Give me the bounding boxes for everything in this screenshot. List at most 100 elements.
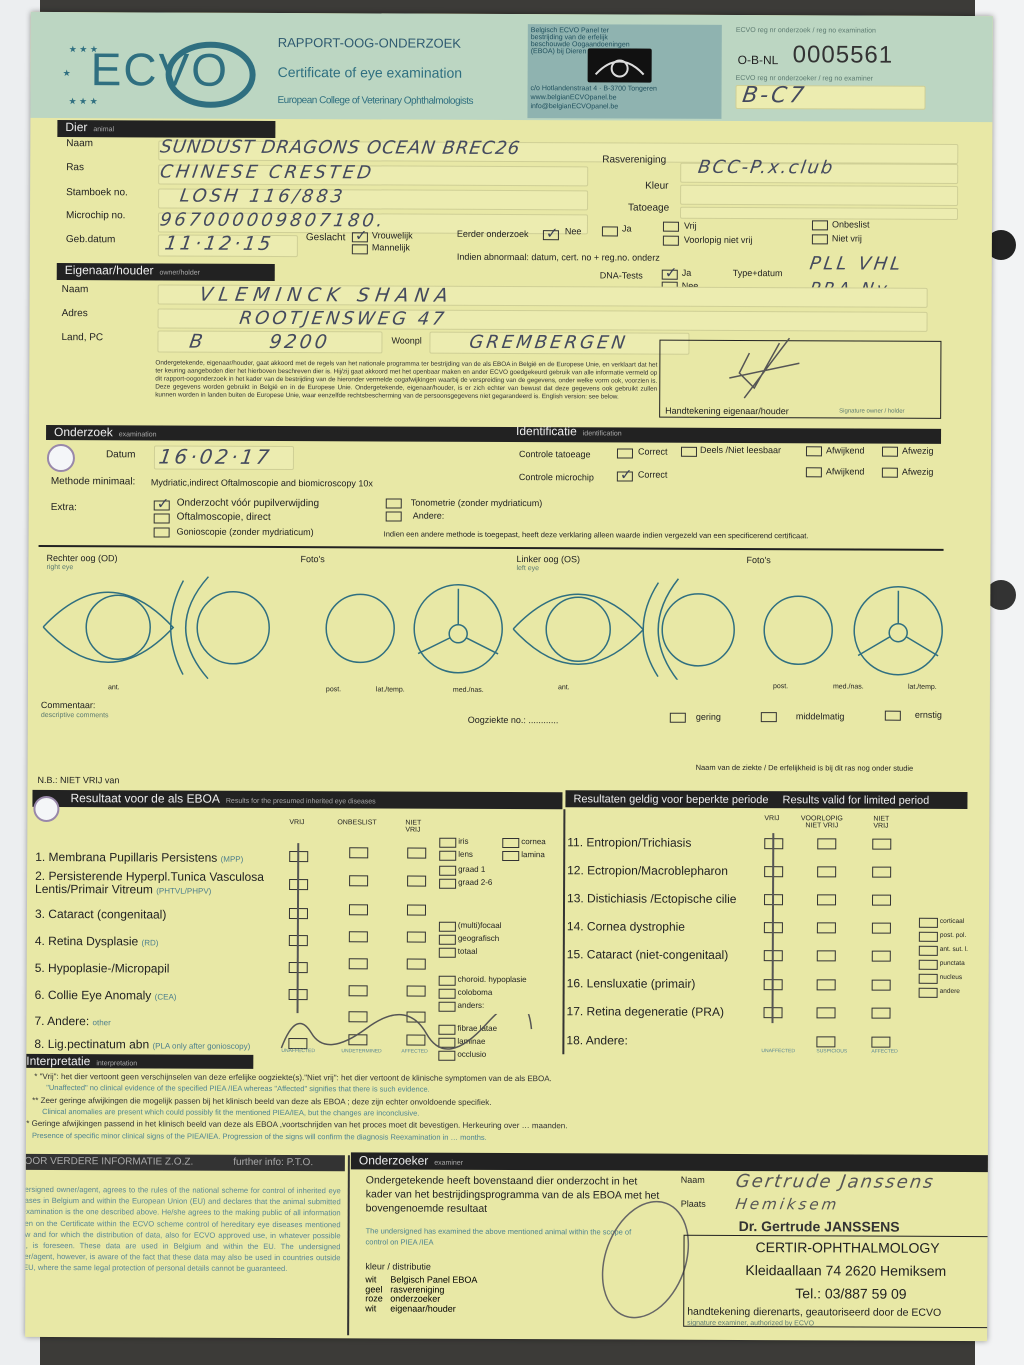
undecided-checkbox[interactable] [348, 931, 368, 943]
sub-checkbox[interactable] [438, 934, 456, 945]
extra-1-checkbox[interactable] [153, 500, 170, 511]
prev-no-label: Nee [564, 226, 582, 237]
tattoo-deviating-label: Afwijkend [825, 445, 865, 456]
not-free-checkbox-right[interactable] [871, 1007, 891, 1019]
sub-checkbox[interactable] [438, 988, 456, 999]
sub-checkbox[interactable] [438, 921, 456, 932]
extra-label: Extra: [50, 501, 77, 514]
tattoo-field[interactable] [679, 206, 959, 220]
tattoo-partly-checkbox[interactable] [680, 446, 698, 457]
sub-label: totaal [457, 946, 478, 956]
tattoo-absent-checkbox[interactable] [881, 446, 899, 457]
col-free-header-right: VRIJ [764, 815, 780, 823]
owner-name-value: VLEMINCK SHANA [198, 283, 456, 307]
left-lat-label: lat./temp. [907, 683, 937, 691]
cataract-sub-checkbox[interactable] [918, 959, 938, 970]
not-free-checkbox-right[interactable] [872, 838, 892, 850]
prov-checkbox[interactable] [817, 838, 837, 850]
prov-checkbox[interactable] [817, 866, 837, 878]
sub-checkbox[interactable] [439, 878, 457, 889]
result-row-left: 3. Cataract (congenitaal) [34, 906, 167, 922]
prov-checkbox[interactable] [816, 922, 836, 934]
not-free-checkbox-right[interactable] [871, 950, 891, 962]
stamp-tel: Tel.: 03/887 59 09 [795, 1285, 907, 1302]
prev-yes-checkbox[interactable] [601, 226, 618, 237]
undecided-checkbox[interactable] [811, 220, 828, 231]
female-checkbox[interactable] [351, 232, 368, 243]
wavy-strike [280, 1012, 533, 1050]
sub-checkbox[interactable] [439, 850, 457, 861]
dna-label: DNA-Tests [599, 270, 643, 281]
cataract-sub-checkbox[interactable] [918, 917, 938, 928]
abnormal-label: Indien abnormaal: datum, cert. no + reg.… [456, 251, 660, 263]
color-field[interactable] [680, 184, 959, 206]
undecided-checkbox[interactable] [349, 847, 369, 859]
cataract-sub-checkbox[interactable] [918, 987, 938, 998]
mild-checkbox[interactable] [669, 712, 686, 723]
owner-country-value: B [187, 330, 208, 353]
undecided-checkbox[interactable] [348, 904, 369, 916]
not-free-checkbox-right[interactable] [871, 979, 891, 991]
not-free-checkbox-right[interactable] [872, 894, 892, 906]
undecided-checkbox[interactable] [349, 875, 369, 887]
foot-label-left: AFFECTED [401, 1048, 428, 1055]
result-row-left: 5. Hypoplasie-/Micropapil [34, 960, 170, 976]
extra-2-checkbox[interactable] [153, 513, 170, 524]
free-checkbox[interactable] [662, 221, 679, 232]
not-free-checkbox[interactable] [406, 958, 426, 970]
not-free-checkbox[interactable] [407, 875, 427, 887]
tattoo-partly-label: Deels /Niet leesbaar [699, 444, 782, 456]
chip-correct-checkbox[interactable] [616, 471, 633, 482]
extra-4-checkbox[interactable] [385, 498, 402, 509]
right-med-label: med./nas. [452, 686, 484, 694]
not-free-checkbox[interactable] [406, 904, 427, 916]
tattoo-correct-checkbox[interactable] [616, 448, 633, 459]
panel-email[interactable]: info@belgianECVOpanel.be [530, 103, 619, 111]
not-free-checkbox-right[interactable] [871, 922, 891, 934]
not-free-checkbox-right[interactable] [871, 1036, 891, 1048]
not-free-checkbox[interactable] [407, 847, 427, 859]
moderate-checkbox[interactable] [760, 712, 777, 723]
not-free-checkbox[interactable] [811, 234, 828, 245]
prov-checkbox[interactable] [817, 894, 837, 906]
chip-correct-label: Correct [637, 469, 668, 480]
prev-no-checkbox[interactable] [542, 230, 559, 241]
not-free-checkbox[interactable] [406, 985, 426, 997]
sub-checkbox[interactable] [438, 975, 456, 986]
not-free-checkbox-right[interactable] [872, 866, 892, 878]
cataract-sub-checkbox[interactable] [918, 931, 938, 942]
col-not-free-header: NIET VRIJ [405, 819, 422, 834]
prov-checkbox[interactable] [816, 950, 836, 962]
male-checkbox[interactable] [351, 244, 368, 255]
dna-yes-label: Ja [681, 267, 692, 278]
cataract-sub-checkbox[interactable] [918, 973, 938, 984]
tattoo-deviating-checkbox[interactable] [805, 446, 823, 457]
dna-yes-checkbox[interactable] [661, 269, 678, 280]
prov-checkbox[interactable] [816, 1036, 836, 1048]
result-row-right: 13. Distichiasis /Ectopische cilie [567, 891, 737, 906]
tattoo-absent-label: Afwezig [901, 445, 934, 456]
examiner-signature-label: handtekening dierenarts, geautoriseerd d… [687, 1305, 942, 1319]
prov-checkbox[interactable] [816, 1007, 836, 1019]
not-free-checkbox[interactable] [406, 931, 426, 943]
sub-checkbox[interactable] [439, 837, 457, 848]
extra-5-checkbox[interactable] [385, 511, 402, 522]
interp-note-1: * "Vrij": het dier vertoont geen verschi… [34, 1071, 552, 1084]
tattoo-correct-label: Correct [637, 446, 668, 457]
prov-checkbox[interactable] [816, 979, 836, 991]
result-row-left: 6. Collie Eye Anomaly (CEA) [34, 987, 177, 1003]
prov-not-free-checkbox[interactable] [662, 235, 679, 246]
chip-absent-checkbox[interactable] [881, 467, 898, 478]
sub-checkbox[interactable] [439, 865, 457, 876]
extra-3-checkbox[interactable] [153, 527, 170, 538]
undecided-checkbox[interactable] [348, 958, 368, 970]
cataract-sub-checkbox[interactable] [918, 945, 938, 956]
chip-deviating-checkbox[interactable] [805, 467, 822, 478]
owner-address-label: Adres [61, 308, 88, 320]
severe-checkbox[interactable] [884, 710, 901, 721]
sub-checkbox[interactable] [438, 1001, 456, 1012]
undecided-checkbox[interactable] [348, 985, 368, 997]
sub-checkbox[interactable] [502, 837, 520, 849]
sub-checkbox[interactable] [438, 947, 456, 958]
sub-checkbox[interactable] [502, 850, 520, 862]
